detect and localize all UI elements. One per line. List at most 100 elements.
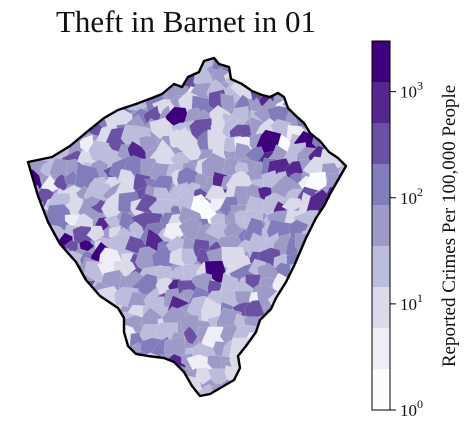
- ward-region: [328, 58, 341, 59]
- ward-region: [28, 300, 35, 328]
- ward-region: [102, 79, 121, 97]
- ward-region: [324, 249, 346, 273]
- ward-region: [324, 58, 346, 80]
- colorbar-tick-label: 100: [400, 397, 423, 420]
- ward-region: [88, 338, 112, 361]
- ward-region: [129, 81, 151, 99]
- ward-region: [244, 58, 260, 75]
- ward-region: [301, 276, 317, 290]
- ward-region: [47, 89, 73, 115]
- ward-region: [323, 304, 337, 318]
- ward-region: [28, 59, 42, 74]
- ward-region: [298, 308, 317, 336]
- ward-region: [325, 342, 344, 360]
- ward-region: [311, 378, 334, 396]
- ward-region: [256, 351, 277, 377]
- ward-region: [74, 337, 95, 359]
- ward-region: [36, 382, 65, 396]
- ward-region: [65, 273, 81, 291]
- ward-region: [296, 256, 318, 276]
- ward-region: [306, 290, 338, 315]
- ward-region: [10, 163, 23, 177]
- ward-region: [65, 373, 84, 389]
- ward-region: [28, 136, 33, 154]
- ward-region: [28, 223, 47, 243]
- ward-region: [58, 353, 85, 377]
- ward-region: [105, 371, 125, 391]
- ward-region: [35, 333, 61, 367]
- ward-region: [38, 98, 56, 115]
- ward-region: [82, 62, 108, 90]
- ward-region: [28, 262, 42, 285]
- ward-region: [67, 58, 89, 64]
- ward-region: [28, 357, 31, 374]
- ward-region: [28, 277, 49, 305]
- ward-region: [28, 69, 33, 86]
- colorbar-label: Reported Crimes Per 100,000 People: [439, 85, 460, 367]
- ward-region: [28, 89, 46, 111]
- ward-region: [28, 206, 42, 228]
- ward-region: [34, 58, 56, 59]
- ward-region: [39, 58, 59, 72]
- ward-region: [64, 381, 87, 396]
- ward-region: [83, 305, 118, 332]
- ward-region: [165, 380, 185, 396]
- ward-region: [28, 83, 43, 102]
- ward-region: [69, 68, 98, 96]
- ward-region: [256, 376, 282, 396]
- ward-region: [231, 385, 257, 396]
- ward-region: [28, 378, 31, 396]
- ward-region: [259, 397, 272, 411]
- ward-region: [309, 73, 331, 110]
- ward-region: [90, 328, 111, 347]
- ward-region: [28, 70, 49, 93]
- map-title: Theft in Barnet in 01: [56, 4, 316, 39]
- ward-region: [337, 329, 346, 346]
- ward-region: [170, 66, 184, 81]
- ward-region: [45, 70, 77, 101]
- ward-region: [28, 305, 34, 338]
- ward-region: [52, 335, 70, 348]
- ward-region: [44, 203, 72, 232]
- ward-region: [328, 222, 346, 241]
- ward-region: [329, 317, 346, 338]
- colorbar-tick-label: 101: [400, 291, 423, 314]
- ward-region: [50, 117, 66, 139]
- ward-region: [28, 248, 37, 273]
- ward-region: [28, 336, 52, 366]
- ward-region: [37, 249, 55, 268]
- ward-region: [61, 395, 87, 396]
- ward-region: [86, 81, 105, 100]
- ward-region: [75, 363, 101, 393]
- ward-region: [47, 71, 73, 91]
- colorbar-ticks: 100 101 102 103: [390, 79, 423, 420]
- ward-region: [301, 293, 313, 312]
- ward-region: [293, 58, 316, 63]
- ward-region: [285, 325, 306, 352]
- ward-region: [309, 327, 329, 346]
- colorbar: 100 101 102 103 Reported Crimes Per 100,000…: [371, 40, 460, 420]
- ward-region: [241, 363, 263, 387]
- ward-region: [313, 315, 334, 339]
- ward-region: [309, 277, 336, 301]
- ward-region: [28, 167, 30, 200]
- ward-region: [332, 339, 346, 357]
- ward-region: [43, 285, 74, 317]
- ward-region: [59, 102, 84, 125]
- ward-region: [67, 76, 88, 102]
- ward-region: [141, 67, 163, 89]
- ward-region: [293, 381, 319, 396]
- ward-region: [338, 269, 346, 287]
- ward-region: [273, 380, 292, 396]
- ward-region: [278, 301, 304, 329]
- colorbar-tick-label: 102: [400, 185, 423, 208]
- ward-region: [309, 341, 330, 358]
- ward-region: [257, 323, 279, 346]
- ward-region: [29, 263, 48, 289]
- ward-region: [331, 58, 346, 64]
- ward-region: [336, 377, 346, 396]
- ward-region: [195, 173, 208, 188]
- ward-region: [19, 398, 32, 418]
- ward-region: [28, 58, 52, 63]
- ward-region: [142, 398, 161, 416]
